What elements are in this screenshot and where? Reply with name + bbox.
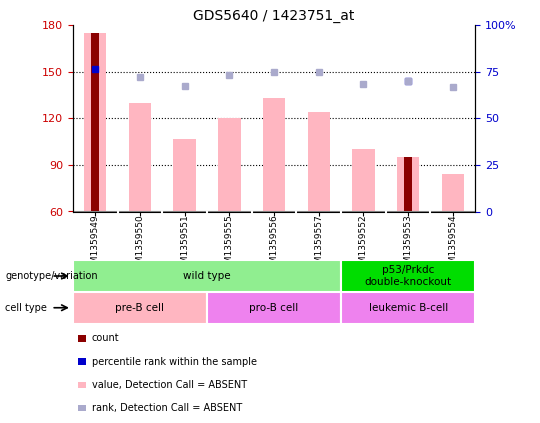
Bar [91, 33, 99, 212]
Text: pro-B cell: pro-B cell [249, 303, 299, 313]
Text: leukemic B-cell: leukemic B-cell [368, 303, 448, 313]
Text: rank, Detection Call = ABSENT: rank, Detection Call = ABSENT [92, 403, 242, 413]
Text: GSM1359549: GSM1359549 [91, 214, 100, 275]
Bar [341, 292, 475, 324]
Text: pre-B cell: pre-B cell [116, 303, 165, 313]
Text: p53/Prkdc
double-knockout: p53/Prkdc double-knockout [364, 265, 452, 287]
Text: GSM1359554: GSM1359554 [448, 214, 457, 275]
Text: value, Detection Call = ABSENT: value, Detection Call = ABSENT [92, 380, 247, 390]
Bar [207, 292, 341, 324]
Bar [218, 118, 240, 212]
Bar [263, 98, 285, 212]
Text: percentile rank within the sample: percentile rank within the sample [92, 357, 257, 367]
Text: cell type: cell type [5, 303, 48, 313]
Text: GSM1359556: GSM1359556 [269, 214, 279, 275]
Bar [442, 174, 464, 212]
Text: wild type: wild type [183, 271, 231, 281]
Bar [404, 157, 412, 212]
Text: GSM1359553: GSM1359553 [403, 214, 413, 275]
Bar [129, 103, 151, 212]
Bar [352, 149, 375, 212]
Bar [84, 33, 106, 212]
Bar [341, 260, 475, 292]
Text: genotype/variation: genotype/variation [5, 271, 98, 281]
Text: GSM1359550: GSM1359550 [136, 214, 145, 275]
Bar [73, 260, 341, 292]
Bar [73, 292, 207, 324]
Text: GSM1359555: GSM1359555 [225, 214, 234, 275]
Text: GSM1359557: GSM1359557 [314, 214, 323, 275]
Title: GDS5640 / 1423751_at: GDS5640 / 1423751_at [193, 9, 355, 23]
Bar [173, 139, 196, 212]
Bar [308, 112, 330, 212]
Text: GSM1359552: GSM1359552 [359, 214, 368, 275]
Text: count: count [92, 333, 119, 343]
Text: GSM1359551: GSM1359551 [180, 214, 189, 275]
Bar [397, 157, 420, 212]
